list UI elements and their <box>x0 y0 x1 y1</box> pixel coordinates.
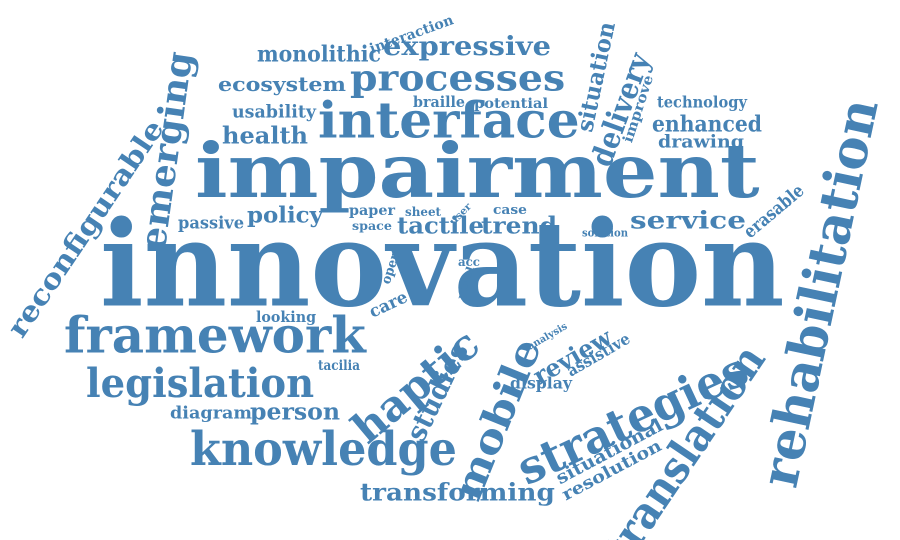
word-acc: acc <box>458 254 480 270</box>
word-braille: braille <box>413 92 465 111</box>
word-expressive: expressive <box>383 30 551 62</box>
word-interface: interface <box>318 90 580 150</box>
word-looking: looking <box>256 307 317 326</box>
word-passive: passive <box>178 212 245 233</box>
word-legislation: legislation <box>86 359 315 407</box>
word-tactile: tactile <box>397 211 484 240</box>
word-health: health <box>222 121 309 150</box>
word-transforming: transforming <box>360 477 555 507</box>
word-case: case <box>493 201 527 218</box>
word-potential: potential <box>474 94 549 112</box>
word-service: service <box>630 205 747 235</box>
word-tacilia: tacilia <box>318 356 360 374</box>
word-space: space <box>352 218 392 234</box>
word-person: person <box>250 397 340 426</box>
word-sheet: sheet <box>405 204 442 220</box>
word-policy: policy <box>247 202 323 228</box>
word-framework: framework <box>64 305 366 365</box>
word-diagram: diagram <box>170 402 252 423</box>
word-paper: paper <box>349 201 395 219</box>
word-knowledge: knowledge <box>190 420 457 477</box>
word-display: display <box>510 373 573 393</box>
word-enhanced: enhanced <box>652 111 762 137</box>
word-solution: solution <box>582 226 629 239</box>
word-trend: trend <box>481 211 558 240</box>
word-technology: technology <box>657 92 747 112</box>
word-usability: usability <box>232 100 316 122</box>
word-innovation: innovation <box>100 194 785 334</box>
word-impairment: impairment <box>195 126 760 215</box>
word-ecosystem: ecosystem <box>218 72 346 96</box>
word-monolithic: monolithic <box>257 41 381 67</box>
word-drawing: drawing <box>658 130 745 152</box>
word-processes: processes <box>350 56 566 100</box>
